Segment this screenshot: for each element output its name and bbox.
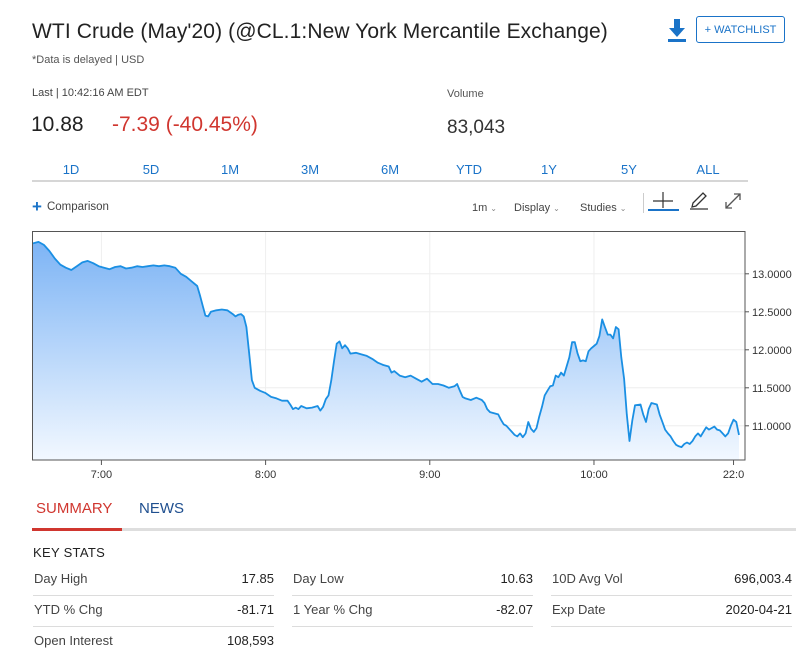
x-tick-label: 22:0 bbox=[723, 469, 744, 481]
range-all[interactable]: ALL bbox=[696, 162, 720, 177]
toolbar-divider bbox=[643, 193, 644, 213]
range-1m[interactable]: 1M bbox=[220, 162, 240, 177]
last-price: 10.88 bbox=[31, 113, 84, 136]
crosshair-icon[interactable] bbox=[650, 191, 676, 214]
stat-day-high: Day High 17.85 bbox=[33, 565, 274, 596]
stat-label: Day High bbox=[34, 571, 88, 586]
stat-label: 1 Year % Chg bbox=[293, 602, 373, 617]
stat-value: -82.07 bbox=[496, 602, 533, 617]
stat-10d-avg-vol: 10D Avg Vol 696,003.4 bbox=[551, 565, 792, 596]
y-tick-label: 12.0000 bbox=[752, 345, 792, 357]
range-1y[interactable]: 1Y bbox=[541, 162, 557, 177]
price-area-fill bbox=[33, 241, 739, 460]
pencil-icon[interactable] bbox=[688, 191, 710, 216]
y-tick-label: 11.5000 bbox=[752, 383, 791, 395]
stat-value: 2020-04-21 bbox=[725, 602, 793, 617]
comparison-button[interactable]: + Comparison bbox=[32, 197, 109, 216]
x-tick-label: 9:00 bbox=[419, 469, 440, 481]
stat-exp-date: Exp Date 2020-04-21 bbox=[551, 596, 792, 627]
tab-summary[interactable]: SUMMARY bbox=[36, 500, 113, 517]
comparison-label: Comparison bbox=[46, 201, 109, 213]
crosshair-active-indicator bbox=[648, 209, 679, 211]
price-change: -7.39 (-40.45%) bbox=[112, 113, 258, 136]
add-to-watchlist-button[interactable]: + WATCHLIST bbox=[696, 16, 785, 43]
expand-icon[interactable] bbox=[723, 191, 743, 216]
interval-label: 1m bbox=[472, 202, 488, 214]
chevron-down-icon: ⌄ bbox=[553, 204, 560, 213]
tab-news[interactable]: NEWS bbox=[139, 500, 184, 517]
stat-value: 696,003.4 bbox=[734, 571, 792, 586]
price-line bbox=[32, 241, 740, 448]
last-trade-time: Last | 10:42:16 AM EDT bbox=[32, 87, 149, 99]
range-6m[interactable]: 6M bbox=[380, 162, 400, 177]
chevron-down-icon: ⌄ bbox=[490, 204, 497, 213]
stat-value: 10.63 bbox=[500, 571, 533, 586]
volume-value: 83,043 bbox=[447, 117, 506, 138]
interval-dropdown[interactable]: 1m ⌄ bbox=[472, 202, 497, 214]
stat-1y-chg: 1 Year % Chg -82.07 bbox=[292, 596, 533, 627]
key-stats-heading: KEY STATS bbox=[33, 545, 106, 560]
chevron-down-icon: ⌄ bbox=[619, 204, 627, 213]
stat-label: Day Low bbox=[293, 571, 344, 586]
plus-icon: + bbox=[32, 197, 42, 216]
content-tabs: SUMMARY NEWS bbox=[32, 500, 796, 532]
page-title: WTI Crude (May'20) (@CL.1:New York Merca… bbox=[32, 20, 608, 43]
y-tick-label: 13.0000 bbox=[752, 269, 792, 281]
data-delay-note: *Data is delayed | USD bbox=[32, 54, 145, 66]
stat-value: 108,593 bbox=[227, 633, 274, 648]
stat-label: Open Interest bbox=[34, 633, 113, 648]
display-dropdown[interactable]: Display ⌄ bbox=[514, 202, 560, 214]
y-tick-label: 11.0000 bbox=[752, 421, 791, 433]
plot-frame bbox=[32, 231, 746, 461]
range-5d[interactable]: 5D bbox=[142, 162, 160, 177]
price-chart-svg: 13.0000 12.5000 12.0000 11.5000 11.0000 7:00 8… bbox=[32, 231, 792, 481]
range-5y[interactable]: 5Y bbox=[621, 162, 637, 177]
range-ytd[interactable]: YTD bbox=[456, 162, 482, 177]
stat-label: Exp Date bbox=[552, 602, 606, 617]
range-1d[interactable]: 1D bbox=[62, 162, 80, 177]
stat-label: YTD % Chg bbox=[34, 602, 103, 617]
tab-active-indicator bbox=[32, 528, 122, 531]
stat-value: 17.85 bbox=[241, 571, 274, 586]
stat-label: 10D Avg Vol bbox=[552, 571, 623, 586]
tabs-divider bbox=[32, 528, 796, 531]
price-chart[interactable]: 13.0000 12.5000 12.0000 11.5000 11.0000 7:00 8… bbox=[32, 231, 809, 491]
stat-value: -81.71 bbox=[237, 602, 274, 617]
x-tick-label: 8:00 bbox=[255, 469, 276, 481]
y-tick-label: 12.5000 bbox=[752, 307, 792, 319]
studies-label: Studies bbox=[580, 202, 617, 214]
stat-day-low: Day Low 10.63 bbox=[292, 565, 533, 596]
x-tick-label: 10:00 bbox=[580, 469, 608, 481]
time-range-selector: 1D 5D 1M 3M 6M YTD 1Y 5Y ALL bbox=[32, 160, 748, 182]
studies-dropdown[interactable]: Studies ⌄ bbox=[580, 202, 626, 214]
volume-label: Volume bbox=[447, 88, 484, 100]
x-tick-label: 7:00 bbox=[91, 469, 112, 481]
download-icon[interactable] bbox=[664, 16, 690, 44]
stat-ytd-chg: YTD % Chg -81.71 bbox=[33, 596, 274, 627]
display-label: Display bbox=[514, 202, 551, 214]
range-3m[interactable]: 3M bbox=[300, 162, 320, 177]
stat-open-interest: Open Interest 108,593 bbox=[33, 627, 274, 658]
